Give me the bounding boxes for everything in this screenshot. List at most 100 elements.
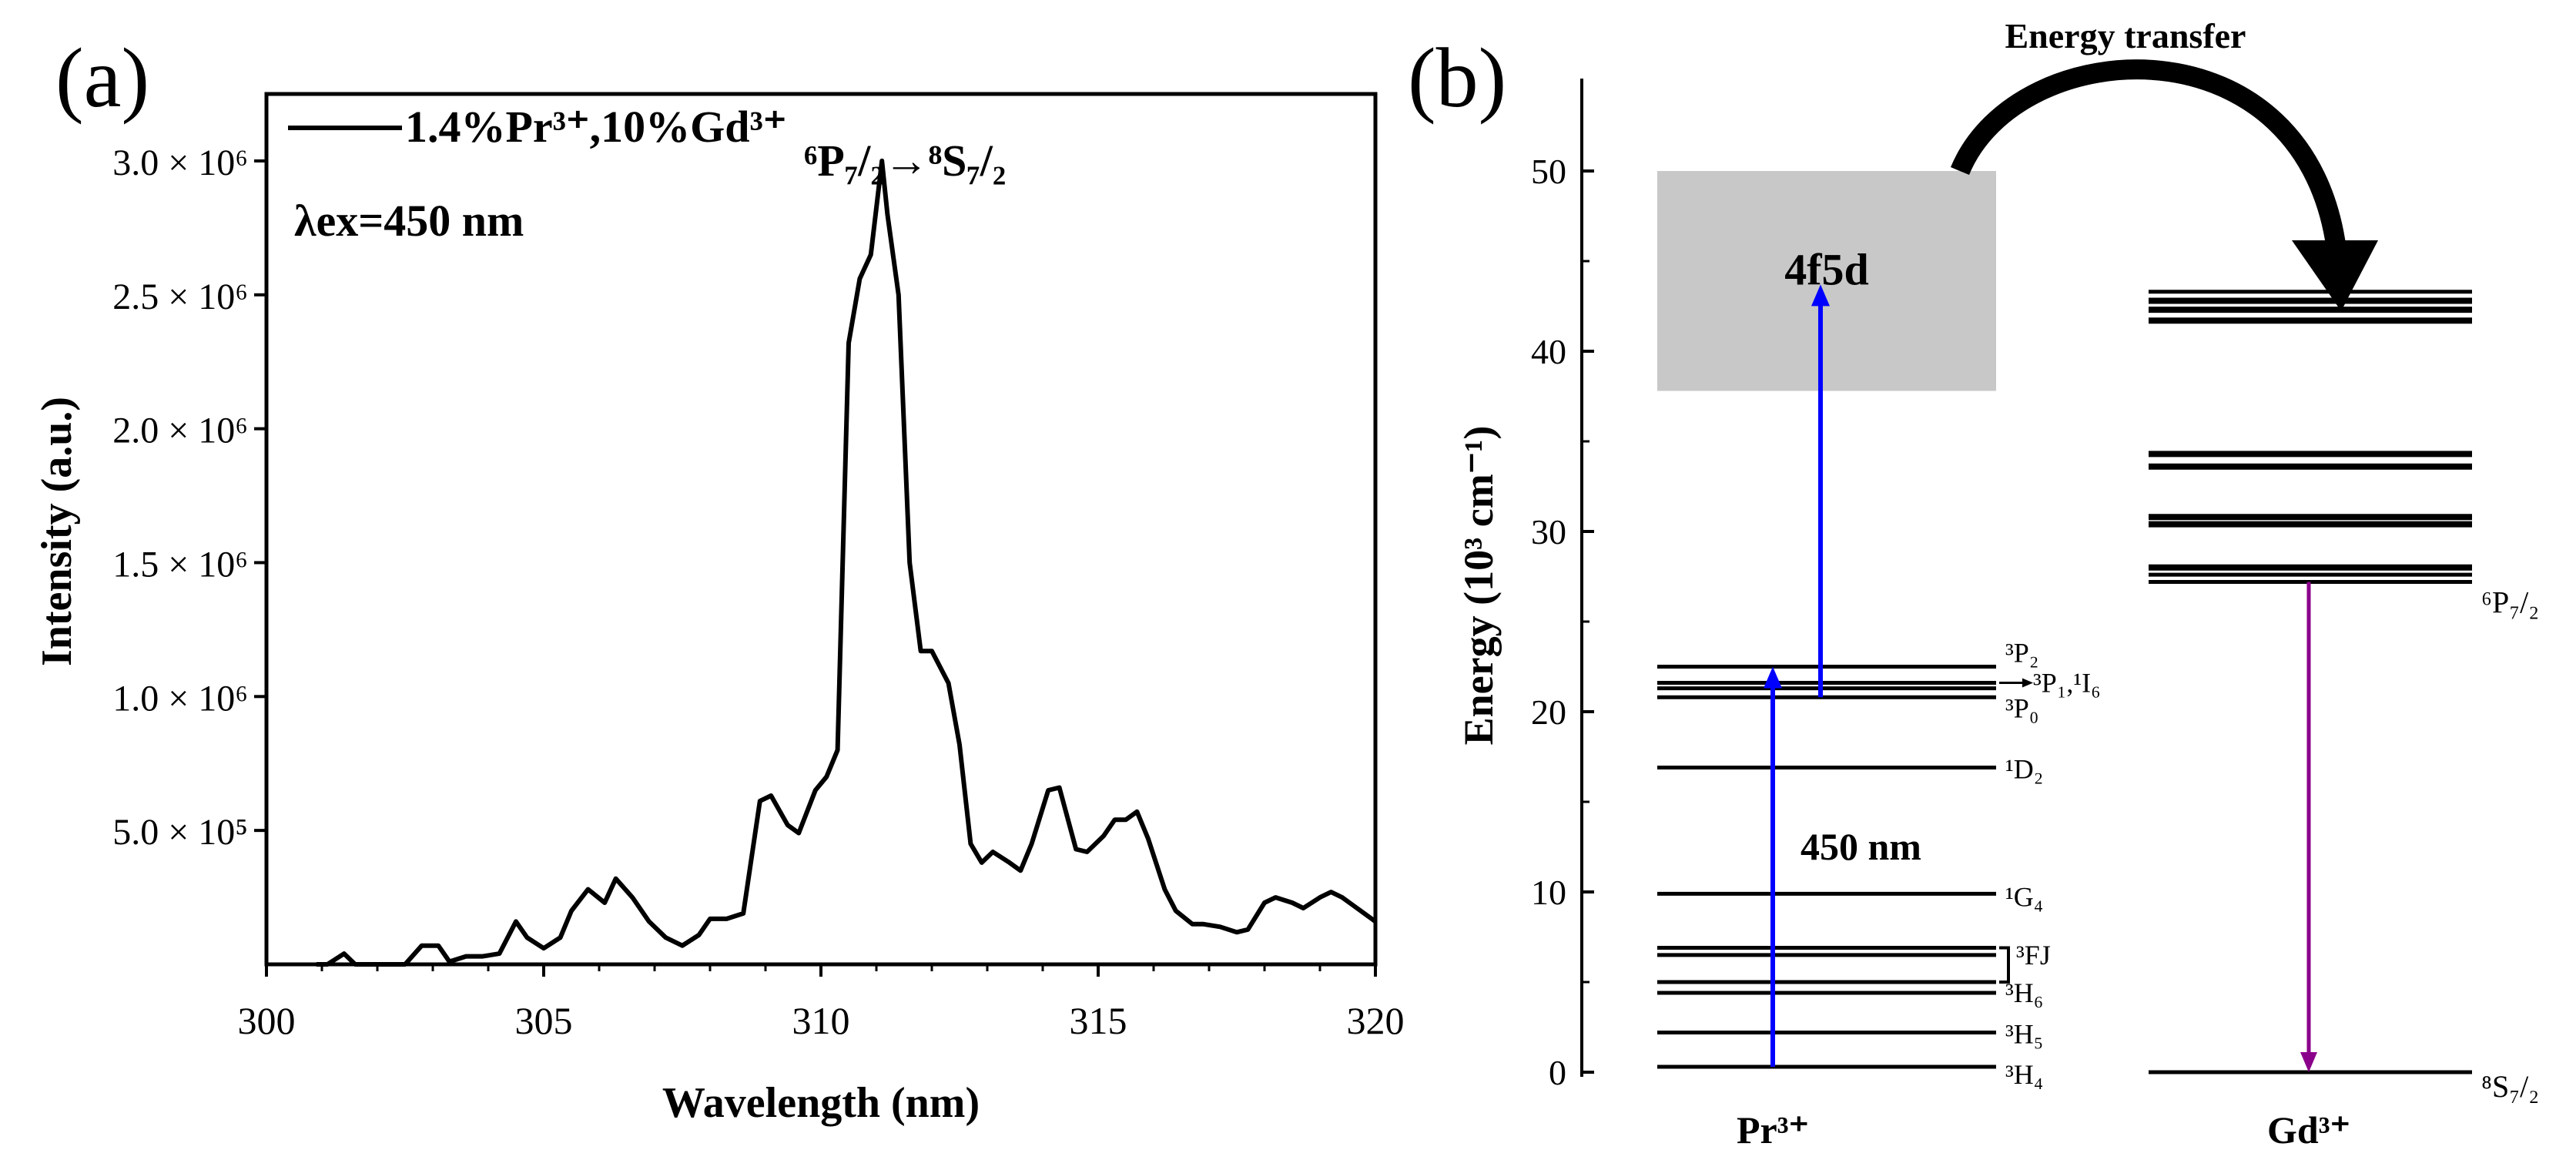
gd-ion-label: Gd³⁺ — [2267, 1108, 2350, 1152]
x-tick-label: 310 — [792, 999, 850, 1042]
spectrum-point — [769, 794, 772, 797]
spectrum-point — [886, 213, 889, 216]
spectrum-point — [991, 850, 994, 853]
spectrum-point — [559, 936, 562, 939]
excitation-arrowhead-4f5d — [1811, 284, 1830, 307]
spectrum-point — [1202, 923, 1205, 926]
spectrum-point — [858, 277, 861, 280]
spectrum-points — [315, 159, 1377, 966]
energy-tick-label: 0 — [1549, 1053, 1566, 1092]
legend-label: 1.4%Pr³⁺,10%Gd³⁺ — [405, 102, 787, 152]
spectrum-point — [1114, 818, 1117, 821]
spectrum-point — [1030, 843, 1033, 845]
3p1-pointer-arrowhead — [2022, 678, 2033, 688]
spectrum-point — [542, 947, 545, 950]
spectrum-point — [514, 920, 518, 923]
spectrum-point — [437, 944, 440, 947]
spectrum-point — [464, 955, 467, 958]
x-axis-ticks: 300 305 310 315 320 — [238, 964, 1405, 1042]
spectrum-point — [908, 562, 911, 564]
gd-emission-arrowhead — [2300, 1052, 2317, 1072]
spectrum-point — [448, 960, 451, 963]
spectrum-point — [404, 963, 407, 966]
spectrum-line — [316, 158, 1377, 967]
spectrum-point — [1246, 928, 1249, 931]
spectrum-point — [1135, 810, 1138, 813]
spectrum-point — [1074, 848, 1077, 850]
spectrum-point — [725, 917, 729, 920]
y-tick-label: 3.0 × 10⁶ — [112, 142, 248, 183]
spectrum-point — [631, 896, 634, 899]
spectrum-point — [481, 955, 484, 958]
x-tick-label: 305 — [515, 999, 573, 1042]
spectrum-point — [1058, 786, 1061, 789]
spectrum-point — [648, 920, 651, 923]
energy-tick-label: 40 — [1531, 332, 1566, 371]
spectrum-point — [836, 749, 839, 752]
spectrum-point — [353, 963, 357, 966]
energy-axis-label: Energy (10³ cm⁻¹) — [1455, 426, 1502, 746]
4f5d-band-label: 4f5d — [1784, 244, 1869, 294]
energy-transfer-arrowhead — [2292, 240, 2378, 311]
spectrum-point — [1363, 912, 1366, 915]
y-tick-label: 1.5 × 10⁶ — [112, 544, 248, 585]
spectrum-point — [1341, 896, 1344, 899]
spectrum-point — [1008, 861, 1011, 864]
pr-level-label: ³H₆ — [2005, 977, 2043, 1008]
spectrum-point — [1047, 789, 1050, 792]
spectrum-point — [1163, 888, 1166, 891]
spectrum-point — [825, 776, 828, 779]
gd-level-label: ⁶P₇/₂ — [2481, 585, 2539, 620]
pr-level-label: ³P₁,¹I₆ — [2033, 668, 2101, 699]
panel-a-label: (a) — [55, 31, 149, 125]
spectrum-point — [814, 789, 817, 792]
y-tick-label: 5.0 × 10⁵ — [112, 812, 248, 853]
pr-ion-label: Pr³⁺ — [1737, 1108, 1809, 1152]
spectrum-point — [326, 963, 329, 966]
pr-level-label: ³P₀ — [2005, 692, 2038, 723]
spectrum-point — [930, 649, 933, 652]
energy-transfer-arrow — [1950, 59, 2347, 257]
energy-tick-label: 50 — [1531, 152, 1566, 191]
spectrum-point — [1352, 904, 1355, 907]
spectrum-point — [880, 159, 883, 163]
spectrum-point — [958, 743, 961, 746]
pr-level-label: ³H₅ — [2005, 1019, 2043, 1050]
pr-level-label: ¹G₄ — [2005, 881, 2043, 912]
spectrum-point — [797, 832, 800, 835]
spectrum-point — [497, 952, 501, 955]
x-tick-label: 300 — [238, 999, 296, 1042]
spectrum-point — [1318, 896, 1321, 899]
y-tick-label: 1.0 × 10⁶ — [112, 678, 248, 719]
spectrum-point — [759, 800, 762, 803]
spectrum-point — [698, 934, 701, 937]
x-axis-label: Wavelength (nm) — [662, 1079, 980, 1127]
spectrum-point — [1329, 890, 1332, 893]
spectrum-point — [370, 963, 374, 966]
excitation-wavelength-label: λex=450 nm — [294, 196, 524, 246]
spectrum-point — [1274, 896, 1277, 899]
energy-tick-label: 30 — [1531, 512, 1566, 551]
spectrum-point — [525, 936, 528, 939]
spectrum-point — [615, 877, 618, 880]
energy-tick-label: 20 — [1531, 692, 1566, 732]
spectrum-point — [869, 253, 873, 256]
spectrum-point — [969, 843, 972, 845]
spectrum-point — [587, 888, 590, 891]
spectrum-point — [947, 682, 950, 685]
y-tick-label: 2.0 × 10⁶ — [112, 411, 248, 451]
spectrum-point — [315, 963, 318, 966]
spectrum-point — [742, 912, 745, 915]
excitation-arrowhead-450nm — [1764, 666, 1782, 689]
energy-axis-ticks: 0 10 20 30 40 50 — [1531, 152, 1594, 1092]
x-tick-label: 315 — [1070, 999, 1127, 1042]
energy-tick-label: 10 — [1531, 873, 1566, 912]
pr-level-label: ¹D₂ — [2005, 754, 2043, 785]
spectrum-point — [681, 944, 684, 947]
spectrum-point — [980, 861, 983, 864]
panel-b-label: (b) — [1408, 31, 1506, 125]
spectrum-point — [1301, 907, 1305, 910]
spectrum-point — [387, 963, 390, 966]
